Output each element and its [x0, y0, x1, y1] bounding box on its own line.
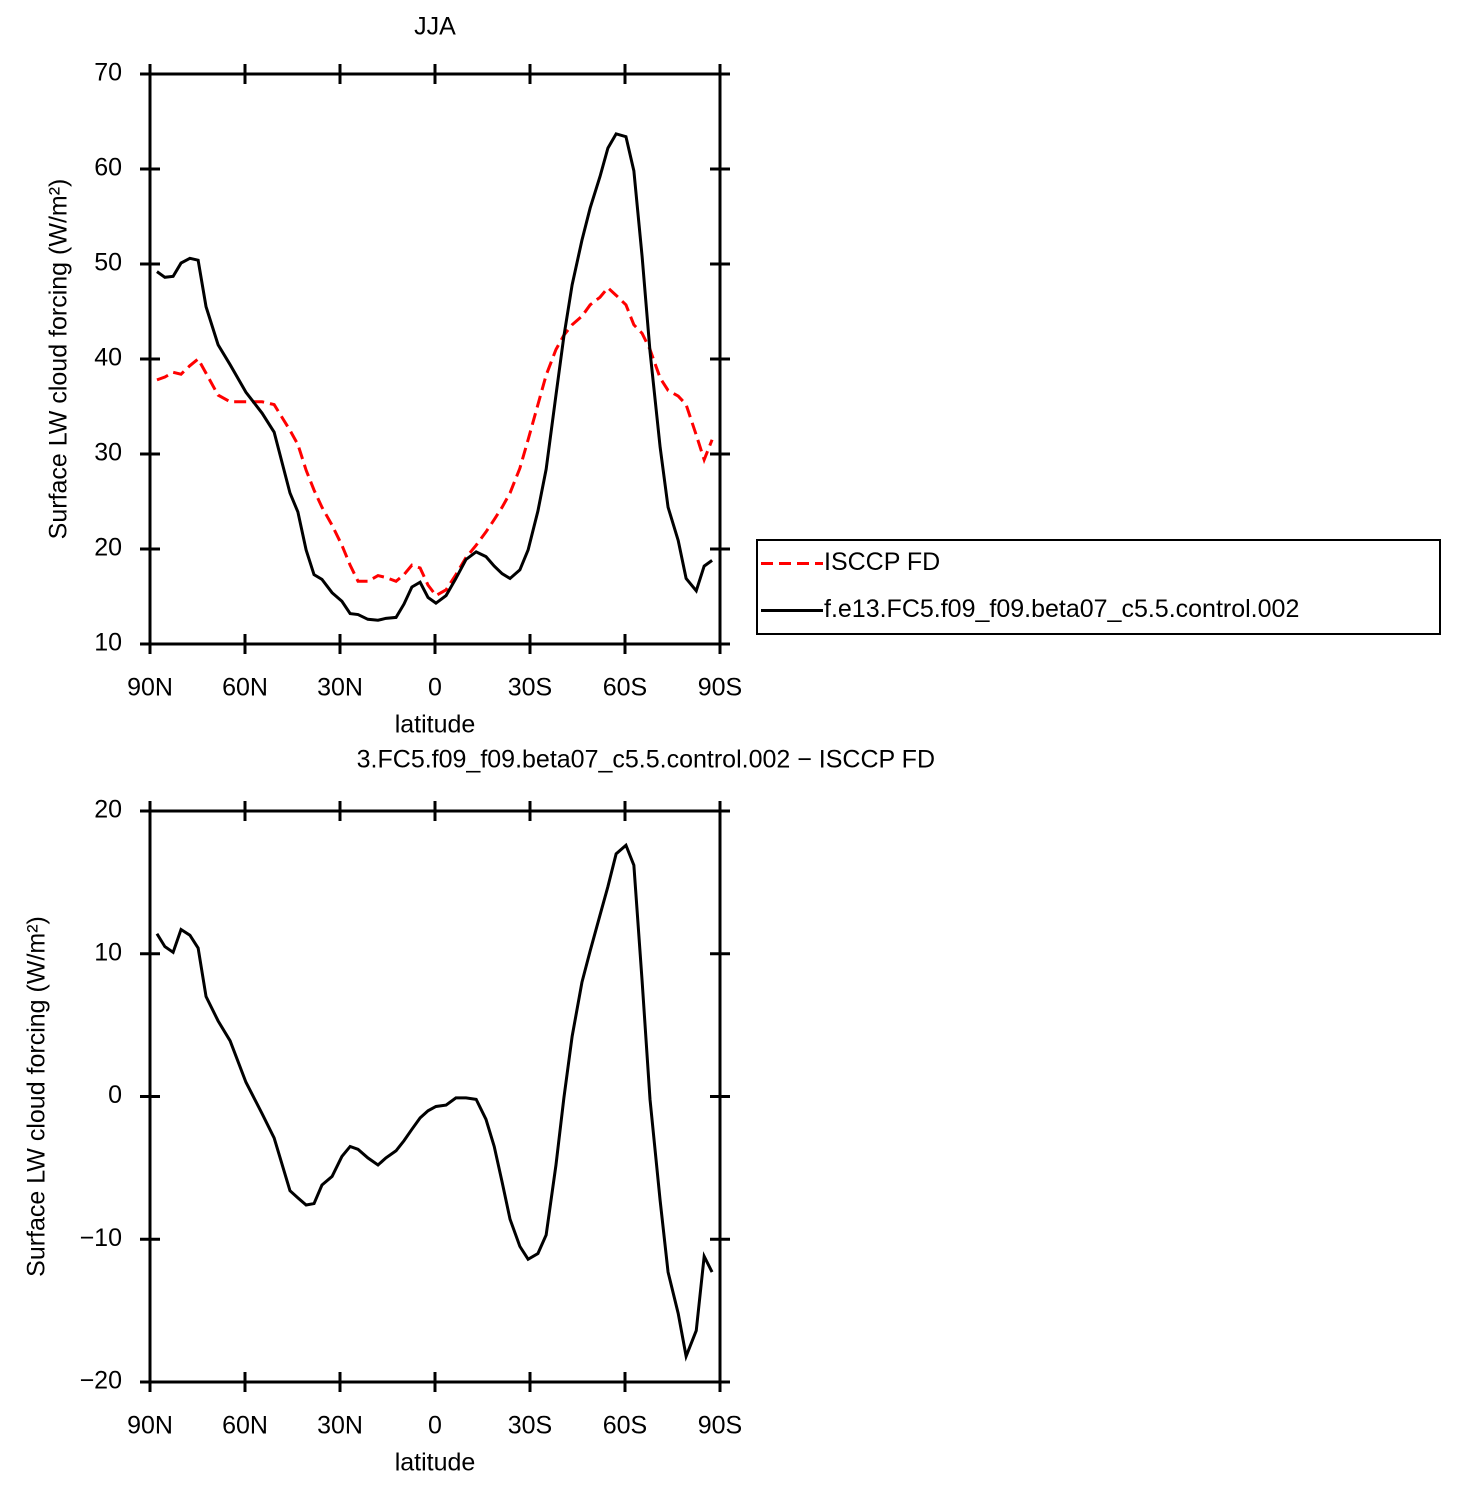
legend-label: ISCCP FD	[824, 548, 940, 576]
y-tick-label: 50	[94, 249, 122, 277]
x-tick-label: 30N	[317, 674, 363, 702]
x-tick-label: 30S	[508, 674, 552, 702]
x-tick-label: 60S	[603, 1412, 647, 1440]
plot-frame	[148, 72, 722, 646]
x-tick-label: 90N	[127, 1412, 173, 1440]
legend-label: f.e13.FC5.f09_f09.beta07_c5.5.control.00…	[824, 595, 1299, 623]
x-tick-label: 60N	[222, 1412, 268, 1440]
x-axis-label: latitude	[395, 1449, 476, 1477]
chart-title: JJA	[414, 13, 456, 41]
y-tick-label: 0	[108, 1081, 122, 1109]
x-tick-label: 90S	[698, 1412, 742, 1440]
y-tick-label: 30	[94, 439, 122, 467]
y-tick-label: 10	[94, 938, 122, 966]
y-tick-label: 40	[94, 344, 122, 372]
y-tick-label: 60	[94, 154, 122, 182]
y-tick-label: −10	[80, 1224, 122, 1252]
y-tick-label: 70	[94, 59, 122, 87]
y-tick-label: −20	[80, 1367, 122, 1395]
x-tick-label: 0	[428, 674, 442, 702]
plot-frame	[148, 809, 722, 1384]
x-tick-label: 90S	[698, 674, 742, 702]
x-tick-label: 60S	[603, 674, 647, 702]
y-tick-label: 10	[94, 629, 122, 657]
x-axis-label: latitude	[395, 711, 476, 739]
y-axis-label: Surface LW cloud forcing (W/m²)	[23, 916, 51, 1277]
data-line	[156, 285, 714, 598]
legend-box	[756, 539, 1441, 635]
x-tick-label: 30N	[317, 1412, 363, 1440]
y-tick-label: 20	[94, 796, 122, 824]
y-tick-label: 20	[94, 534, 122, 562]
x-tick-label: 90N	[127, 674, 173, 702]
x-tick-label: 30S	[508, 1412, 552, 1440]
chart-title: 3.FC5.f09_f09.beta07_c5.5.control.002 − …	[357, 746, 935, 774]
data-line	[156, 132, 713, 622]
data-line	[155, 842, 714, 1362]
x-tick-label: 60N	[222, 674, 268, 702]
x-tick-label: 0	[428, 1412, 442, 1440]
y-axis-label: Surface LW cloud forcing (W/m²)	[45, 179, 73, 540]
